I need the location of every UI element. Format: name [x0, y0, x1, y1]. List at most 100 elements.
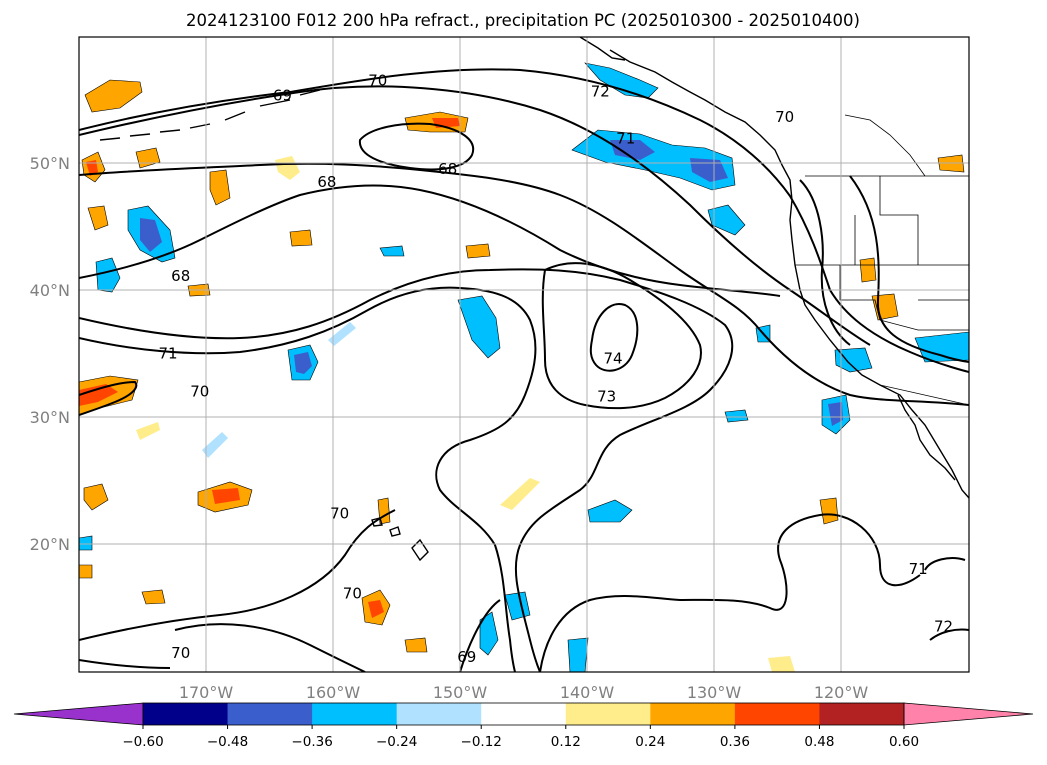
contour-label: 70: [171, 644, 190, 662]
colorbar-segment: [481, 703, 567, 725]
colorbar-tick-label: 0.24: [635, 734, 665, 750]
colorbar-segment: [227, 703, 313, 725]
positive-anomaly-area: [859, 257, 877, 283]
colorbar-segment: [819, 703, 905, 725]
colorbar-tick-label: 0.12: [551, 734, 581, 750]
positive-anomaly-area: [500, 478, 540, 510]
negative-anomaly-area: [379, 245, 405, 257]
islands: [99, 89, 429, 562]
negative-anomaly-area: [79, 535, 93, 551]
contour-line: [79, 286, 537, 672]
graticule: [79, 37, 969, 672]
contour-line: [79, 68, 969, 373]
negative-anomaly-area: [834, 347, 873, 373]
negative-anomaly-area: [587, 499, 633, 523]
contour-label: 72: [591, 83, 610, 101]
positive-anomaly-area: [84, 79, 143, 113]
contour-line: [79, 509, 396, 641]
contour-label: 70: [330, 504, 349, 522]
longitude-tick-label: 150°W: [433, 683, 488, 702]
hawaii-island: [411, 538, 429, 562]
contour-label: 70: [190, 382, 209, 400]
map-frame: [78, 36, 970, 673]
contour-line: [589, 303, 639, 372]
contour-label: 68: [438, 160, 457, 178]
contour-line: [539, 513, 921, 672]
colorbar-tick-label: 0.36: [720, 734, 750, 750]
contour-line: [79, 380, 138, 416]
positive-anomaly-area: [86, 160, 98, 176]
positive-anomaly-area: [289, 229, 313, 247]
positive-anomaly-area: [83, 483, 109, 511]
colorbar-tick-label: −0.24: [376, 734, 417, 750]
contour-label: 71: [616, 130, 635, 148]
positive-anomaly-area: [377, 497, 391, 525]
negative-anomaly-area: [294, 352, 312, 374]
coastlines: [579, 37, 969, 499]
negative-anomaly-area: [95, 257, 121, 293]
map-title: 2024123100 F012 200 hPa refract., precip…: [186, 11, 860, 30]
contour-label: 68: [171, 267, 190, 285]
positive-anomaly-area: [871, 293, 899, 321]
positive-anomaly-area: [79, 564, 93, 579]
colorbar-segment: [734, 703, 820, 725]
colorbar-tick-label: −0.48: [207, 734, 248, 750]
contour-label: 71: [909, 560, 928, 578]
positive-anomaly-area: [141, 589, 166, 605]
positive-anomaly-area: [368, 600, 384, 618]
contour-label: 71: [158, 344, 177, 362]
contour-label: 69: [273, 87, 292, 105]
positive-anomaly-area: [135, 147, 161, 169]
hawaii-island: [389, 526, 401, 537]
contour-line: [849, 175, 969, 363]
colorbar-segment: [565, 703, 651, 725]
colorbar-extension-high: [903, 702, 1034, 726]
contour-label: 70: [775, 108, 794, 126]
contour-label: 74: [603, 349, 622, 367]
negative-anomaly-area: [584, 62, 659, 99]
aleutian-islands: [99, 89, 321, 141]
longitude-tick-label: 130°W: [687, 683, 742, 702]
longitude-axis: 170°W 160°W 150°W 140°W 130°W 120°W: [179, 683, 869, 702]
contour-label: 70: [343, 584, 362, 602]
contour-line: [79, 659, 171, 669]
positive-anomaly-area: [209, 169, 231, 206]
alaska-border: [844, 114, 926, 177]
positive-anomaly-area: [212, 488, 240, 504]
negative-anomaly-area: [479, 611, 499, 656]
latitude-tick-label: 20°N: [30, 535, 70, 554]
colorbar-tick-label: 0.48: [804, 734, 834, 750]
longitude-tick-label: 170°W: [179, 683, 234, 702]
latitude-tick-label: 50°N: [30, 154, 70, 173]
negative-anomaly-area: [914, 331, 969, 363]
positive-anomaly-area: [79, 384, 118, 406]
longitude-tick-label: 140°W: [560, 683, 615, 702]
colorbar-extension-low: [13, 702, 144, 726]
colorbar-segment: [143, 703, 229, 725]
contour-line: [174, 623, 366, 672]
negative-anomaly-area: [828, 402, 843, 426]
negative-anomaly-area: [724, 409, 749, 423]
negative-anomaly-area: [690, 158, 728, 182]
contour-label: 73: [597, 387, 616, 405]
longitude-tick-label: 160°W: [306, 683, 361, 702]
contour-line: [79, 268, 734, 672]
map-plot-area: 69 70 72 71 70 68 68 68 71 70 74 73 70 70 70 69 71 72: [79, 37, 969, 672]
refractivity-contours: [79, 68, 969, 672]
contour-label: 72: [934, 617, 953, 635]
colorbar-segment: [396, 703, 482, 725]
colorbar-frame: [142, 702, 905, 726]
positive-anomaly-area: [768, 656, 795, 672]
contour-line: [79, 184, 781, 297]
longitude-tick-label: 120°W: [814, 683, 869, 702]
colorbar-segment: [312, 703, 398, 725]
contour-labels: 69 70 72 71 70 68 68 68 71 70 74 73 70 70 70 69 71 72: [158, 71, 953, 666]
negative-anomaly-area: [457, 295, 501, 359]
contour-line: [799, 179, 851, 346]
positive-anomaly-area: [404, 637, 428, 653]
negative-anomaly-area: [202, 432, 228, 458]
colorbar-tick-label: −0.60: [122, 734, 163, 750]
negative-anomaly-area: [504, 591, 531, 621]
positive-anomaly-area: [136, 422, 160, 440]
contour-label: 68: [317, 173, 336, 191]
